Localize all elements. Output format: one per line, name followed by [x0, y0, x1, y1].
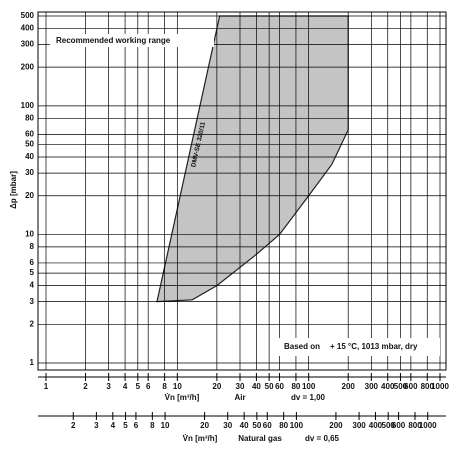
x2-tick-label: 2 — [71, 421, 76, 430]
annotation-box — [50, 34, 214, 47]
x2-tick-label: 30 — [223, 421, 232, 430]
annotation-box — [278, 338, 440, 356]
x2-tick-label: 500 — [382, 421, 396, 430]
y-tick-label: 3 — [30, 297, 35, 306]
x-tick-label: 80 — [291, 382, 300, 391]
y-tick-label: 20 — [25, 191, 34, 200]
x2-tick-label: 1000 — [419, 421, 437, 430]
x-tick-label: 600 — [404, 382, 418, 391]
x-tick-label: 60 — [275, 382, 284, 391]
x2-tick-label: 600 — [392, 421, 406, 430]
x2-tick-label: 10 — [161, 421, 170, 430]
x2-tick-label: 100 — [290, 421, 304, 430]
y-tick-label: 80 — [25, 113, 34, 122]
x-tick-label: 1 — [44, 382, 49, 391]
x-tick-label: 30 — [236, 382, 245, 391]
annotation: + 15 °C, 1013 mbar, dry — [330, 342, 418, 351]
x2-tick-label: 800 — [408, 421, 422, 430]
y-tick-label: 30 — [25, 168, 34, 177]
y-tick-label: 8 — [30, 242, 35, 251]
x2-axis-title: V̇n [m³/h] — [183, 434, 218, 443]
y-tick-label: 2 — [30, 319, 35, 328]
x2-tick-label: 400 — [369, 421, 383, 430]
x-tick-label: 1000 — [431, 382, 449, 391]
x-tick-label: 800 — [421, 382, 435, 391]
x-tick-label: 2 — [83, 382, 88, 391]
x-tick-label: 300 — [365, 382, 379, 391]
x-tick-label: 6 — [146, 382, 151, 391]
x-tick-label: 10 — [173, 382, 182, 391]
y-tick-label: 300 — [21, 40, 35, 49]
y-tick-label: 60 — [25, 129, 34, 138]
y-tick-label: 10 — [25, 230, 34, 239]
x2-tick-label: 20 — [200, 421, 209, 430]
y-tick-label: 6 — [30, 258, 35, 267]
x-tick-label: 50 — [265, 382, 274, 391]
x-tick-label: 40 — [252, 382, 261, 391]
x-tick-label: 100 — [302, 382, 316, 391]
x2-tick-label: 300 — [352, 421, 366, 430]
x2-tick-label: 4 — [111, 421, 116, 430]
y-tick-label: 40 — [25, 152, 34, 161]
x2-tick-label: 50 — [252, 421, 261, 430]
y-tick-label: 400 — [21, 24, 35, 33]
x-tick-label: 200 — [342, 382, 356, 391]
x-tick-label: 5 — [136, 382, 141, 391]
annotation: Based on — [284, 342, 320, 351]
x-axis-density: dv = 1,00 — [291, 393, 326, 402]
x-tick-label: 3 — [106, 382, 111, 391]
y-tick-label: 50 — [25, 140, 34, 149]
y-tick-label: 5 — [30, 268, 35, 277]
x-axis-medium: Air — [234, 393, 245, 402]
x2-tick-label: 200 — [329, 421, 343, 430]
y-tick-label: 100 — [21, 101, 35, 110]
x-tick-label: 8 — [162, 382, 167, 391]
x-tick-label: 4 — [123, 382, 128, 391]
x2-tick-label: 60 — [263, 421, 272, 430]
x2-tick-label: 80 — [279, 421, 288, 430]
y-tick-label: 4 — [30, 281, 35, 290]
x-tick-label: 400 — [381, 382, 395, 391]
x2-axis-density: dv = 0,65 — [305, 434, 340, 443]
x-tick-label: 20 — [212, 382, 221, 391]
x2-tick-label: 8 — [150, 421, 155, 430]
x2-tick-label: 3 — [94, 421, 99, 430]
y-axis-title: Δp [mbar] — [9, 171, 18, 209]
x2-axis-medium: Natural gas — [238, 434, 282, 443]
y-tick-label: 200 — [21, 62, 35, 71]
y-tick-label: 500 — [21, 11, 35, 20]
x2-tick-label: 40 — [240, 421, 249, 430]
x2-tick-label: 5 — [123, 421, 128, 430]
x2-tick-label: 6 — [134, 421, 139, 430]
x-axis-title: V̇n [m³/h] — [165, 393, 200, 402]
y-tick-label: 1 — [30, 358, 35, 367]
annotation: Recommended working range — [56, 36, 171, 45]
x-tick-label: 500 — [394, 382, 408, 391]
